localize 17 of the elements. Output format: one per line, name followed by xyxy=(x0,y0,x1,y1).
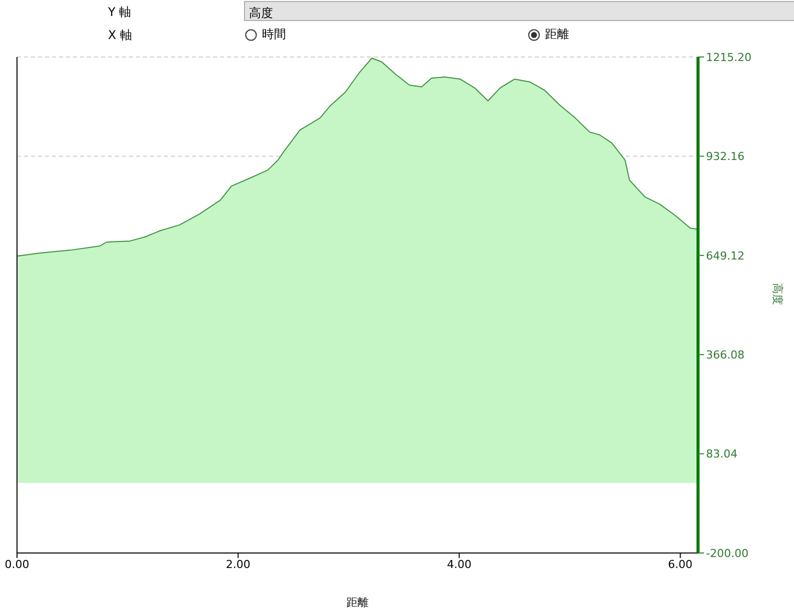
y-tick-label: 83.04 xyxy=(706,448,738,461)
y-tick-label: 1215.20 xyxy=(706,50,752,64)
x-tick-label: 2.00 xyxy=(226,558,250,571)
x-axis-title: 距離 xyxy=(346,596,368,608)
text: 高度 xyxy=(244,1,794,21)
y-tick-label: -200.00 xyxy=(706,546,748,560)
y-axis-title: 高度 xyxy=(771,283,784,305)
y-tick-label: 366.08 xyxy=(706,348,744,362)
x-tick-label: 4.00 xyxy=(446,558,472,571)
text: 距離 xyxy=(544,26,569,43)
text: Y 軸 xyxy=(108,4,132,21)
y-tick-label: 649.12 xyxy=(706,249,744,262)
x-tick-label: 0.00 xyxy=(4,558,30,571)
y-tick-label: 932.16 xyxy=(706,150,744,164)
x-tick-label: 6.00 xyxy=(668,558,693,571)
text: 時間 xyxy=(261,26,286,43)
text: X 軸 xyxy=(108,27,132,44)
